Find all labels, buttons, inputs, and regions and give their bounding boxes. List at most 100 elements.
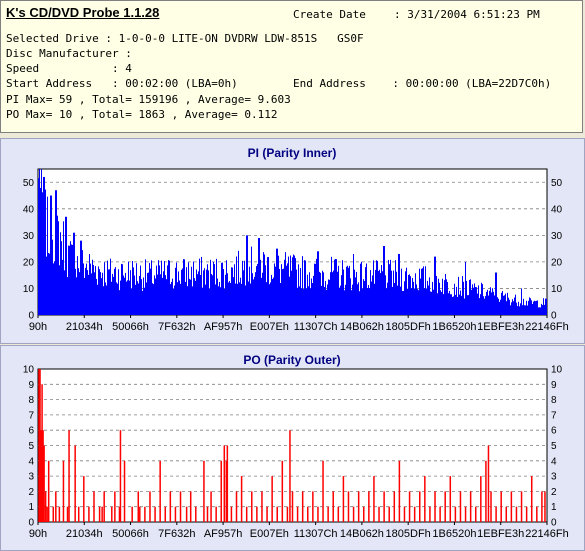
po-y-tick-label-right: 0 [551,518,557,529]
pi-bar [150,268,151,315]
pi-bar [138,283,139,315]
pi-bar [101,278,102,315]
pi-bar [287,263,288,315]
pi-bar [262,272,263,315]
pi-bar [320,272,321,315]
po-y-tick-label-right: 3 [551,472,557,483]
pi-bar [373,260,374,315]
pi-bar [201,256,202,315]
pi-bar [94,272,95,315]
pi-bar [425,266,426,315]
po-x-tick-label: 90h [29,528,47,540]
pi-bar [265,265,266,315]
pi-bar [508,297,509,315]
po-bar [220,460,222,522]
pi-bar [523,298,524,315]
po-bar [505,506,508,522]
pi-bar [67,277,68,315]
pi-bar [38,178,39,315]
pi-bar [123,275,124,315]
pi-bar [503,295,504,315]
pi-bar [240,277,241,315]
pi-bar [266,282,267,315]
pi-bar [535,301,536,315]
pi-bar [474,283,475,315]
pi-bar [456,286,457,315]
pi-bar [244,260,245,315]
pi-bar [61,241,62,315]
po-bar [74,445,76,522]
pi-bar [203,270,204,315]
po-x-tick-label: AF957h [204,528,243,540]
pi-bar [314,263,315,315]
pi-bar [39,169,40,315]
po-bar [327,506,329,522]
pi-bar [481,282,482,315]
pi-bar [356,271,357,315]
pi-bar [416,284,417,315]
pi-bar [388,259,389,315]
pi-x-tick-label: 50066h [112,321,149,333]
pi-bar [77,256,78,315]
pi-bar [506,301,507,315]
po-bar [352,506,355,522]
pi-bar [252,273,253,315]
pi-bar [198,271,199,315]
pi-bar [401,268,402,315]
pi-bar [59,265,60,315]
pi-bar [89,254,90,315]
pi-bar [398,253,399,315]
po-bar [256,506,258,522]
pi-bar [423,266,424,315]
po-bar [459,491,462,522]
pi-bar [279,268,280,315]
po-bar [52,506,55,522]
pi-bar [321,285,322,315]
pi-bar [187,286,188,315]
po-bar [261,491,263,522]
pi-bar [354,269,355,315]
pi-bar [307,274,308,315]
po-bar [40,430,42,522]
pi-bar [170,284,171,315]
pi-bar [135,284,136,315]
pi-bar [348,267,349,315]
pi-bar [518,301,519,315]
pi-bar [250,283,251,315]
po-y-tick-label: 7 [28,410,34,421]
pi-bar [165,275,166,315]
pi-x-tick-label: 1805DFh [386,321,431,333]
pi-bar [371,281,372,315]
pi-bar [226,260,227,315]
pi-bar [409,274,410,315]
pi-bar [407,288,408,315]
pi-bar [248,281,249,315]
po-bar [203,460,205,522]
pi-bar [380,273,381,315]
pi-bar [121,263,122,315]
pi-bar [106,285,107,315]
pi-bar [322,270,323,315]
pi-bar [171,281,172,315]
po-bar [383,491,385,522]
pi-y-tick-label: 30 [23,231,35,242]
pi-bar [345,284,346,315]
pi-bar [261,277,262,315]
po-bar [363,506,365,522]
pi-summary: PI Max= 59 , Total= 159196 , Average= 9.… [6,93,291,106]
pi-bar [400,286,401,315]
po-bar [44,491,47,522]
pi-bar [440,290,441,315]
po-bar [419,491,421,522]
pi-bar [225,274,226,315]
pi-bar [273,277,274,315]
pi-bar [372,275,373,315]
po-bar [83,476,85,522]
po-y-tick-label-right: 10 [551,365,563,376]
pi-bar [41,169,42,315]
po-bar [271,476,273,522]
pi-bar [142,291,143,315]
po-bar [101,506,103,522]
po-bar [398,460,401,522]
pi-bar [382,271,383,315]
